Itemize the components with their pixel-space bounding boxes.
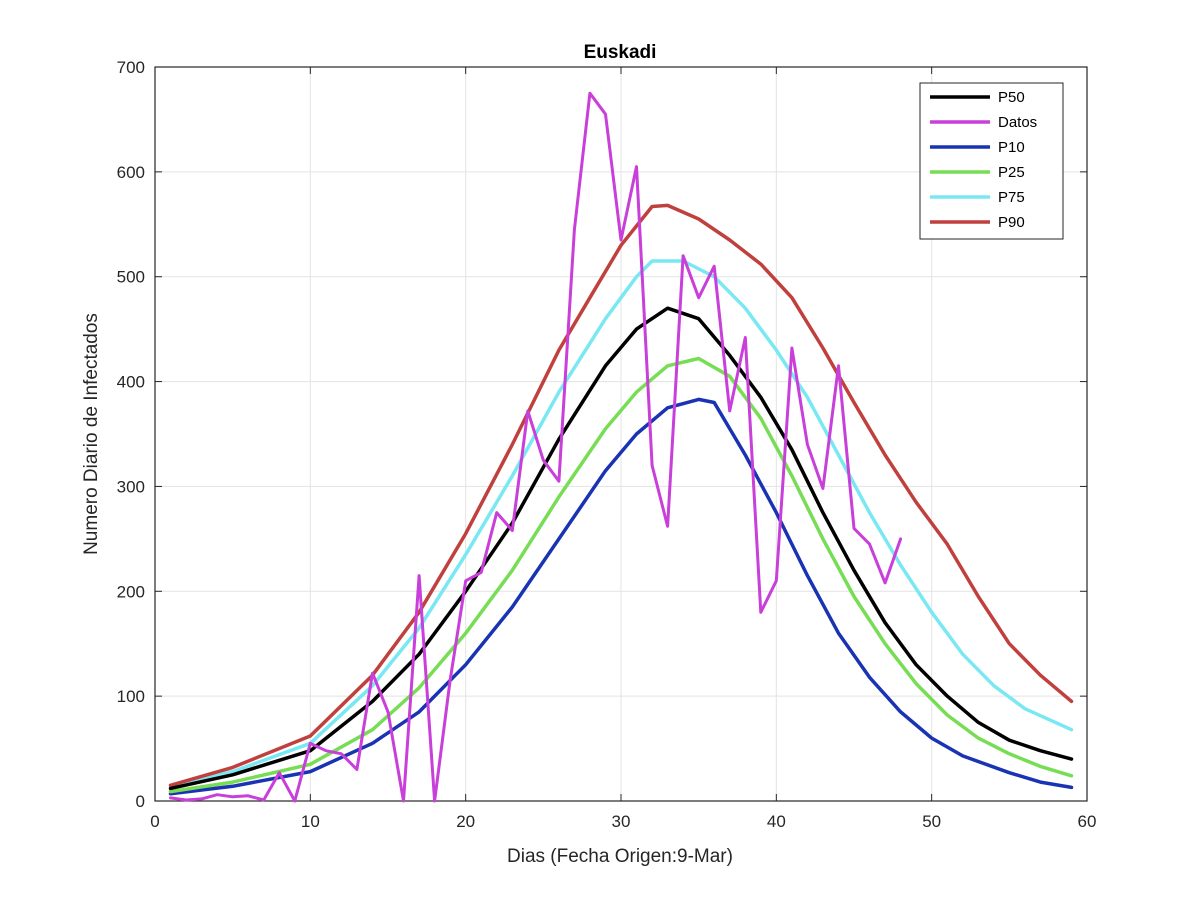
- legend-box: [919, 82, 1064, 240]
- x-tick-label: 50: [922, 812, 941, 831]
- y-tick-label: 600: [117, 163, 145, 182]
- series-line-p75: [168, 259, 1074, 789]
- x-tick-label: 0: [150, 812, 159, 831]
- y-tick-label: 200: [117, 582, 145, 601]
- y-tick-label: 300: [117, 477, 145, 496]
- legend-label-p25: P25: [998, 164, 1025, 181]
- series-line-datos: [169, 91, 903, 803]
- legend-label-p10: P10: [998, 139, 1025, 156]
- series-line-p90: [168, 203, 1074, 788]
- series-layer: [168, 91, 1074, 803]
- x-tick-label: 40: [767, 812, 786, 831]
- y-axis-label: Numero Diario de Infectados: [81, 313, 102, 555]
- series-line-p10: [168, 397, 1074, 796]
- y-tick-label: 0: [136, 792, 145, 811]
- x-tick-label: 20: [456, 812, 475, 831]
- legend-label-p75: P75: [998, 189, 1025, 206]
- x-axis-label: Dias (Fecha Origen:9-Mar): [507, 846, 733, 867]
- y-tick-label: 500: [117, 268, 145, 287]
- x-tick-label: 60: [1078, 812, 1097, 831]
- legend: P50 Datos P10 P25 P75 P90: [919, 82, 1064, 240]
- series-line-p50: [168, 306, 1074, 791]
- x-tick-label: 10: [301, 812, 320, 831]
- legend-label-p50: P50: [998, 89, 1025, 106]
- y-tick-label: 700: [117, 58, 145, 77]
- y-tick-label: 100: [117, 687, 145, 706]
- legend-label-datos: Datos: [998, 114, 1037, 131]
- x-tick-label: 30: [612, 812, 631, 831]
- y-tick-label: 400: [117, 373, 145, 392]
- legend-label-p90: P90: [998, 214, 1025, 231]
- chart-title: Euskadi: [584, 42, 657, 63]
